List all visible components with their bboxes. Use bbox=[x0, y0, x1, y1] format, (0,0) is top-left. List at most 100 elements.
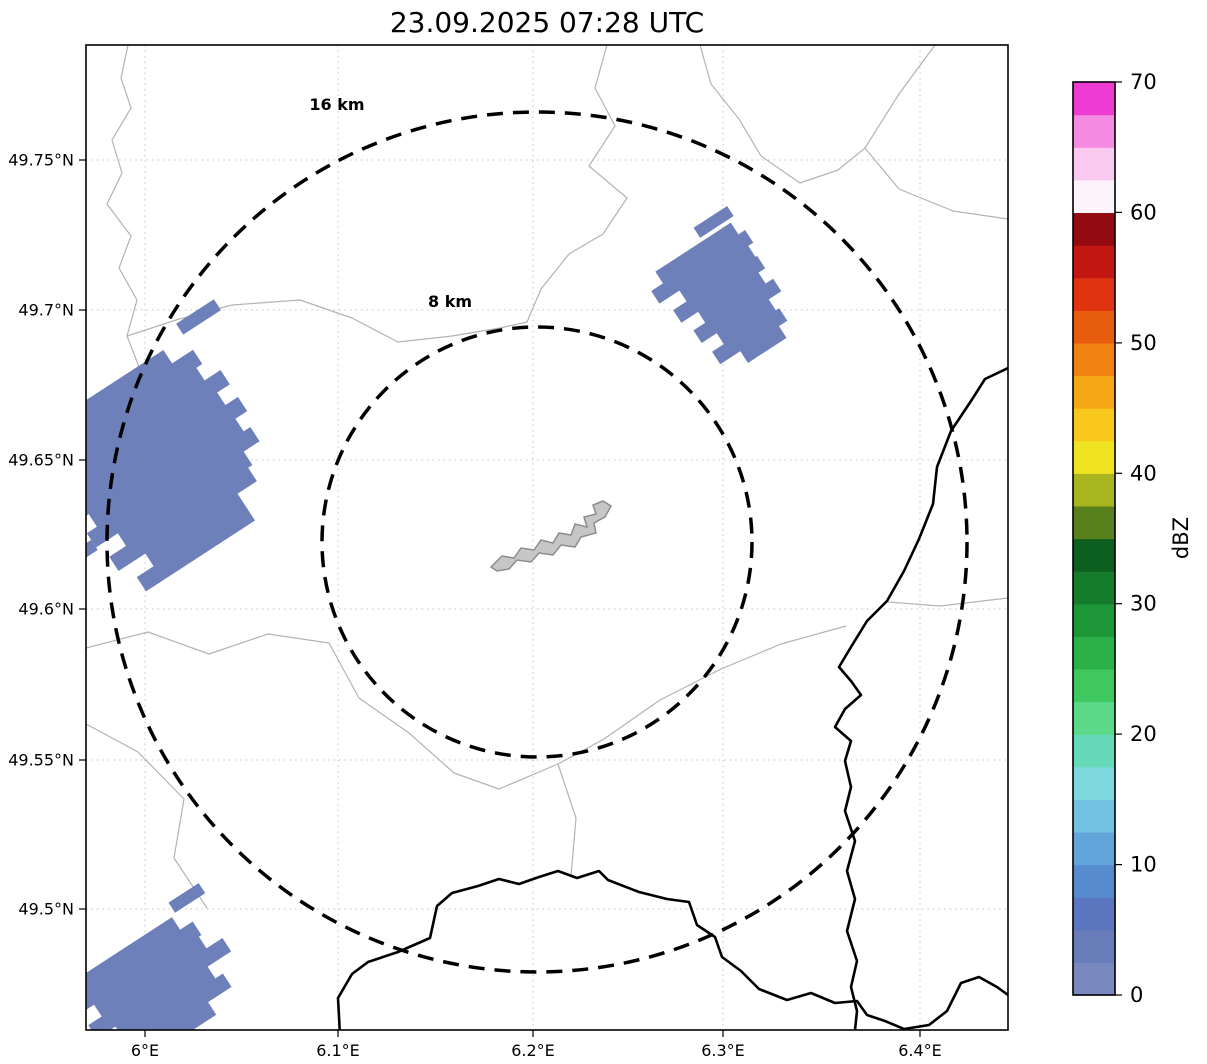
echo-cell bbox=[712, 308, 788, 365]
echo-cell bbox=[176, 299, 221, 335]
colorbar-segment bbox=[1073, 929, 1115, 963]
range-ring-8km-label: 8 km bbox=[428, 292, 472, 311]
colorbar-tick-label: 10 bbox=[1130, 853, 1157, 877]
colorbar-tick-label: 20 bbox=[1130, 722, 1157, 746]
y-tick-label: 49.55°N bbox=[8, 751, 74, 770]
echo-cell bbox=[86, 349, 173, 441]
colorbar-tick-label: 0 bbox=[1130, 983, 1143, 1007]
colorbar-tick-marks bbox=[1115, 81, 1122, 996]
axis-tick-marks bbox=[79, 159, 921, 1037]
colorbar-segment bbox=[1073, 310, 1115, 344]
range-ring-16km-label: 16 km bbox=[309, 95, 364, 114]
admin-boundary bbox=[699, 45, 866, 184]
echo-cell bbox=[117, 450, 253, 547]
y-tick-label: 49.65°N bbox=[8, 451, 74, 470]
colorbar-segments bbox=[1073, 82, 1115, 996]
echo-cell bbox=[86, 427, 260, 548]
colorbar-segment bbox=[1073, 440, 1115, 474]
colorbar-segment bbox=[1073, 179, 1115, 214]
echo-cell bbox=[86, 366, 206, 463]
colorbar-segment bbox=[1073, 375, 1115, 409]
echo-cell bbox=[86, 539, 98, 565]
colorbar-axis-label: dBZ bbox=[1169, 517, 1193, 559]
echo-cell bbox=[673, 255, 766, 323]
colorbar-tick-label: 70 bbox=[1130, 70, 1157, 94]
colorbar-tick-label: 40 bbox=[1130, 461, 1157, 485]
colorbar-segment bbox=[1073, 668, 1115, 703]
echo-cell bbox=[86, 917, 181, 996]
echo-cell bbox=[86, 921, 202, 1017]
range-rings bbox=[105, 110, 969, 974]
echo-cell bbox=[168, 883, 206, 913]
colorbar-segment bbox=[1073, 147, 1115, 181]
echo-cell bbox=[678, 245, 756, 303]
echo-cell bbox=[86, 396, 248, 529]
colorbar-segment bbox=[1073, 277, 1115, 311]
x-axis-labels: 6°E 6.1°E 6.2°E 6.3°E 6.4°E bbox=[131, 1041, 942, 1060]
colorbar-tick-label: 60 bbox=[1130, 200, 1157, 224]
colorbar-segment bbox=[1073, 245, 1115, 279]
echo-cell bbox=[693, 278, 782, 343]
radar-echo-west bbox=[86, 299, 260, 592]
echo-cell bbox=[693, 205, 734, 238]
colorbar-segment bbox=[1073, 473, 1115, 507]
admin-boundary bbox=[887, 597, 1008, 607]
x-tick-label: 6°E bbox=[131, 1041, 159, 1060]
airport-footprint bbox=[489, 500, 612, 572]
echo-cell bbox=[697, 271, 767, 324]
y-tick-label: 49.7°N bbox=[18, 301, 74, 320]
range-ring-8km bbox=[320, 325, 754, 759]
admin-boundary bbox=[557, 625, 847, 765]
admin-boundary bbox=[526, 45, 628, 323]
echo-cell bbox=[109, 973, 232, 1030]
echo-cell bbox=[114, 965, 216, 1030]
figure-title: 23.09.2025 07:28 UTC bbox=[390, 6, 704, 39]
colorbar-segment bbox=[1073, 603, 1115, 637]
echo-cell bbox=[651, 230, 754, 304]
colorbar-segment bbox=[1073, 766, 1115, 800]
echo-cell bbox=[144, 492, 247, 568]
echo-cell bbox=[136, 506, 256, 592]
admin-boundary bbox=[864, 45, 1008, 220]
x-tick-label: 6.2°E bbox=[511, 1041, 555, 1060]
echo-cell bbox=[136, 1001, 217, 1030]
y-axis-labels: 49.75°N 49.7°N 49.65°N 49.6°N 49.55°N 49… bbox=[8, 151, 74, 919]
colorbar-segment bbox=[1073, 799, 1115, 833]
country-border-east-river bbox=[833, 366, 1008, 1030]
admin-boundary bbox=[86, 631, 577, 877]
colorbar-segment bbox=[1073, 571, 1115, 605]
map-frame bbox=[85, 44, 1009, 1031]
echo-cell bbox=[93, 935, 208, 1018]
colorbar-tick-label: 50 bbox=[1130, 331, 1157, 355]
colorbar-segment bbox=[1073, 82, 1115, 116]
colorbar-segment bbox=[1073, 897, 1115, 931]
colorbar-segment bbox=[1073, 342, 1115, 377]
graticule-grid bbox=[86, 45, 1008, 1030]
y-tick-label: 49.75°N bbox=[8, 151, 74, 170]
echo-cell bbox=[86, 370, 230, 496]
colorbar-segment bbox=[1073, 212, 1115, 246]
colorbar-segment bbox=[1073, 114, 1115, 148]
echo-cell bbox=[655, 222, 739, 285]
echo-cell bbox=[88, 938, 232, 1030]
colorbar-segment bbox=[1073, 734, 1115, 768]
echo-cell bbox=[88, 417, 245, 528]
colorbar-segment bbox=[1073, 636, 1115, 670]
colorbar-frame bbox=[1072, 81, 1116, 996]
admin-boundaries bbox=[86, 45, 1008, 909]
country-border-south bbox=[336, 869, 1008, 1030]
colorbar-tick-label: 30 bbox=[1130, 592, 1157, 616]
country-borders bbox=[336, 366, 1008, 1030]
x-tick-label: 6.1°E bbox=[316, 1041, 360, 1060]
x-tick-label: 6.4°E bbox=[898, 1041, 942, 1060]
echo-cell bbox=[739, 325, 787, 363]
range-ring-16km bbox=[105, 110, 969, 974]
radar-echo-southwest bbox=[86, 883, 232, 1030]
colorbar-tick-labels: 70 60 50 40 30 20 10 0 bbox=[1130, 70, 1157, 1007]
echo-cell bbox=[86, 349, 203, 465]
colorbar-segment bbox=[1073, 701, 1115, 735]
colorbar-segment bbox=[1073, 538, 1115, 572]
y-tick-label: 49.6°N bbox=[18, 600, 74, 619]
colorbar-segment bbox=[1073, 864, 1115, 898]
